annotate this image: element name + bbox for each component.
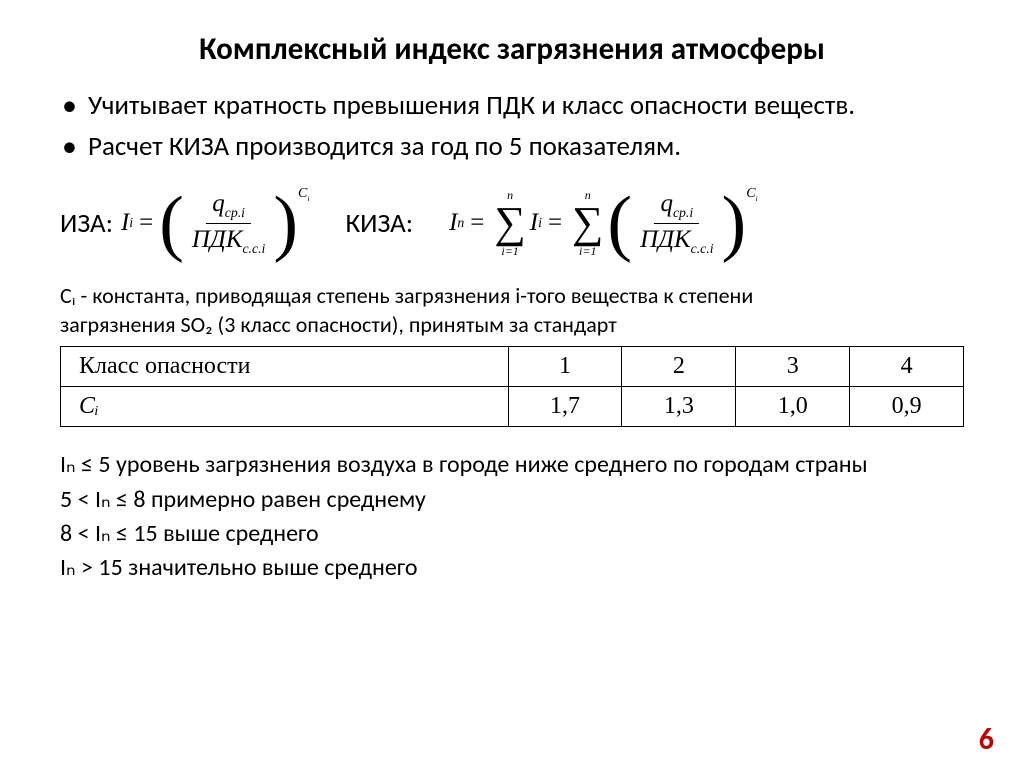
table-header-cell: 3 (736, 347, 850, 387)
bullet-item: Учитывает кратность превышения ПДК и кла… (60, 88, 964, 123)
ci-description-2: загрязнения SO₂ (3 класс опасности), при… (60, 311, 964, 338)
table-header-cell: 1 (508, 347, 622, 387)
threshold-line: 8 < Iₙ ≤ 15 выше среднего (60, 518, 964, 550)
ci-description-1: Cᵢ - константа, приводящая степень загря… (60, 282, 964, 309)
threshold-line: Iₙ > 15 значительно выше среднего (60, 552, 964, 584)
table-header-label: Класс опасности (61, 347, 509, 387)
threshold-line: Iₙ ≤ 5 уровень загрязнения воздуха в гор… (60, 449, 964, 481)
ci-table: Класс опасности 1 2 3 4 Cᵢ 1,7 1,3 1,0 0… (60, 346, 964, 427)
iza-label: ИЗА: (60, 207, 113, 240)
kiza-label: КИЗА: (345, 207, 413, 240)
table-row-label: Cᵢ (61, 387, 509, 427)
table-row: Класс опасности 1 2 3 4 (61, 347, 964, 387)
table-header-cell: 4 (850, 347, 964, 387)
bullet-item: Расчет КИЗА производится за год по 5 пок… (60, 129, 964, 164)
table-cell: 0,9 (850, 387, 964, 427)
iza-formula: Ii = ( qср.i ПДКс.с.i ) Ci (121, 190, 310, 257)
table-cell: 1,0 (736, 387, 850, 427)
page-number: 6 (979, 721, 994, 758)
threshold-line: 5 < Iₙ ≤ 8 примерно равен среднему (60, 484, 964, 516)
table-cell: 1,3 (622, 387, 736, 427)
table-header-cell: 2 (622, 347, 736, 387)
kiza-formula: In = n ∑ i=1 Ii = n ∑ i=1 ( qср.i ПДКс.с… (449, 189, 758, 257)
formula-row: ИЗА: Ii = ( qср.i ПДКс.с.i ) Ci КИЗА: In… (60, 189, 964, 257)
thresholds-block: Iₙ ≤ 5 уровень загрязнения воздуха в гор… (60, 449, 964, 585)
bullet-list: Учитывает кратность превышения ПДК и кла… (60, 88, 964, 164)
slide-title: Комплексный индекс загрязнения атмосферы (60, 30, 964, 68)
table-cell: 1,7 (508, 387, 622, 427)
table-row: Cᵢ 1,7 1,3 1,0 0,9 (61, 387, 964, 427)
